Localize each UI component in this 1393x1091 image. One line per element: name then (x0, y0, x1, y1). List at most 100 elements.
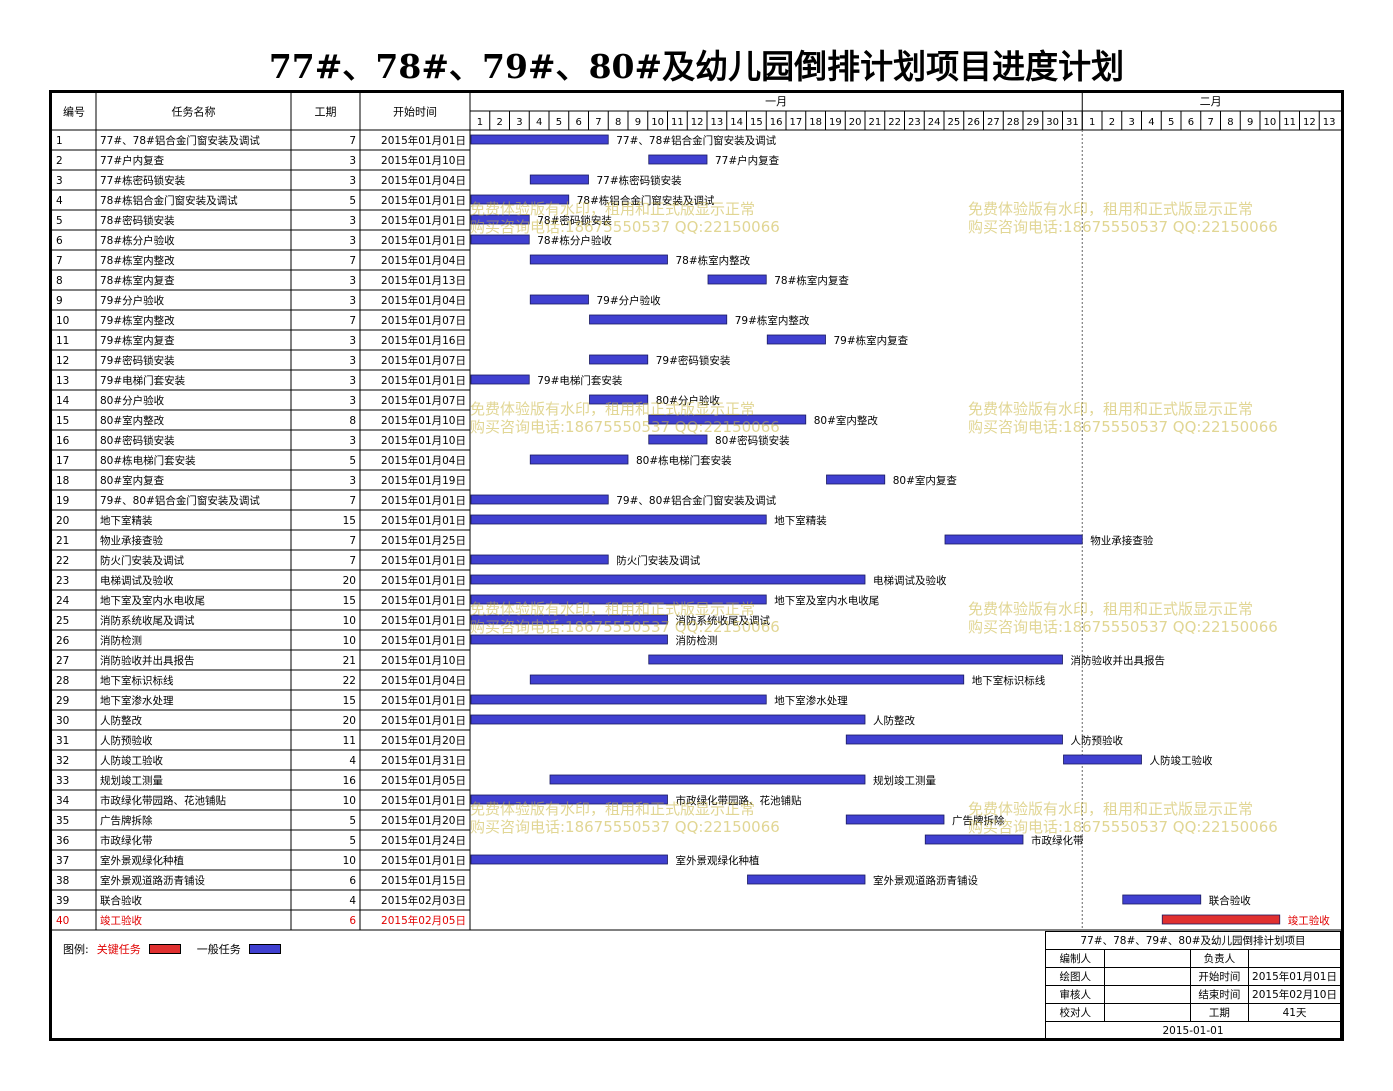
task-duration: 21 (343, 655, 356, 667)
task-duration: 3 (349, 335, 356, 347)
task-id: 19 (56, 495, 69, 507)
task-start: 2015年01月10日 (381, 154, 466, 167)
task-start: 2015年01月01日 (381, 374, 466, 387)
gantt-bar-label: 77#栋密码锁安装 (597, 174, 683, 187)
gantt-bar-label: 79#栋室内整改 (735, 314, 810, 327)
task-name: 80#室内复查 (100, 474, 165, 487)
header-start: 开始时间 (393, 105, 437, 119)
task-name: 物业承接查验 (100, 534, 163, 547)
gantt-bar (470, 374, 530, 385)
gantt-bar (845, 734, 1063, 745)
info-checker-label: 校对人 (1044, 1003, 1106, 1022)
gantt-bar (648, 434, 708, 445)
gantt-bar-label: 78#栋铝合金门窗安装及调试 (577, 194, 715, 207)
task-start: 2015年01月01日 (381, 714, 466, 727)
day-tick-label: 13 (711, 117, 724, 128)
task-start: 2015年01月10日 (381, 434, 466, 447)
month-label: 二月 (1200, 95, 1222, 108)
task-start: 2015年01月31日 (381, 754, 466, 767)
task-duration: 10 (343, 635, 356, 647)
task-id: 30 (56, 715, 69, 727)
task-name: 79#分户验收 (100, 294, 165, 307)
project-info-table: 77#、78#、79#、80#及幼儿园倒排计划项目 编制人 负责人 绘图人 开始… (1044, 931, 1341, 1040)
day-tick-label: 13 (1323, 117, 1336, 128)
task-name: 室外景观道路沥青铺设 (100, 874, 205, 887)
gantt-bar-label: 77#户内复查 (715, 154, 780, 167)
gantt-bar (1063, 754, 1142, 765)
gantt-bar-label: 78#栋室内整改 (676, 254, 751, 267)
task-duration: 15 (343, 595, 356, 607)
info-reviewer-label: 审核人 (1044, 985, 1106, 1004)
info-drawer-label: 绘图人 (1044, 967, 1106, 986)
task-duration: 3 (349, 395, 356, 407)
task-name: 80#栋电梯门套安装 (100, 454, 196, 467)
task-id: 27 (56, 655, 69, 667)
gantt-bar (944, 534, 1083, 545)
gantt-bar-label: 市政绿化带 (1031, 834, 1084, 847)
task-name: 竣工验收 (100, 914, 142, 927)
day-tick-label: 10 (651, 117, 664, 128)
task-duration: 3 (349, 155, 356, 167)
task-name: 80#分户验收 (100, 394, 165, 407)
day-tick-label: 28 (1007, 117, 1020, 128)
task-duration: 8 (349, 415, 356, 427)
day-tick-label: 12 (1303, 117, 1316, 128)
gantt-bar-label: 电梯调试及验收 (873, 574, 947, 587)
day-tick-label: 8 (1227, 117, 1233, 128)
task-name: 78#栋室内复查 (100, 274, 175, 287)
task-name: 78#密码锁安装 (100, 214, 175, 227)
task-duration: 5 (349, 195, 356, 207)
day-tick-label: 20 (849, 117, 862, 128)
task-name: 79#密码锁安装 (100, 354, 175, 367)
day-tick-label: 18 (809, 117, 822, 128)
gantt-bar (470, 134, 609, 145)
legend-normal-label: 一般任务 (196, 943, 241, 956)
day-tick-label: 7 (1207, 117, 1213, 128)
task-duration: 20 (343, 715, 356, 727)
task-id: 25 (56, 615, 69, 627)
gantt-bar (529, 254, 668, 265)
gantt-bar (589, 314, 728, 325)
task-start: 2015年01月04日 (381, 454, 466, 467)
task-duration: 6 (349, 875, 356, 887)
day-tick-label: 2 (496, 117, 502, 128)
gantt-bar-label: 80#栋电梯门套安装 (636, 454, 732, 467)
gantt-bar (648, 414, 807, 425)
info-editor-label: 编制人 (1044, 949, 1106, 968)
day-tick-label: 31 (1066, 117, 1079, 128)
day-tick-label: 11 (671, 117, 684, 128)
legend-critical-swatch (148, 944, 181, 954)
task-id: 31 (56, 735, 69, 747)
task-id: 36 (56, 835, 70, 847)
task-id: 6 (56, 235, 63, 247)
day-tick-label: 14 (730, 117, 743, 128)
task-duration: 15 (343, 515, 356, 527)
task-start: 2015年01月01日 (381, 494, 466, 507)
task-duration: 3 (349, 175, 356, 187)
info-reviewer-value (1104, 985, 1191, 1004)
info-start-label: 开始时间 (1189, 967, 1250, 986)
task-start: 2015年01月25日 (381, 534, 466, 547)
task-name: 80#密码锁安装 (100, 434, 175, 447)
task-start: 2015年01月01日 (381, 594, 466, 607)
task-name: 防火门安装及调试 (100, 554, 184, 567)
task-name: 80#室内整改 (100, 414, 165, 427)
task-start: 2015年01月01日 (381, 194, 466, 207)
gantt-bar-label: 室外景观绿化种植 (676, 854, 760, 867)
info-checker-value (1104, 1003, 1191, 1022)
task-name: 联合验收 (100, 894, 142, 907)
task-duration: 16 (343, 775, 357, 787)
day-tick-label: 9 (635, 117, 641, 128)
day-tick-label: 27 (987, 117, 1000, 128)
gantt-bar (529, 294, 589, 305)
task-duration: 3 (349, 375, 356, 387)
info-end-value: 2015年02月10日 (1248, 985, 1341, 1004)
gantt-bar (924, 834, 1024, 845)
info-start-value: 2015年01月01日 (1248, 967, 1341, 986)
task-start: 2015年01月10日 (381, 654, 466, 667)
gantt-bar (470, 514, 767, 525)
task-duration: 3 (349, 355, 356, 367)
day-tick-label: 2 (1109, 117, 1115, 128)
task-name: 地下室标识标线 (100, 674, 174, 687)
